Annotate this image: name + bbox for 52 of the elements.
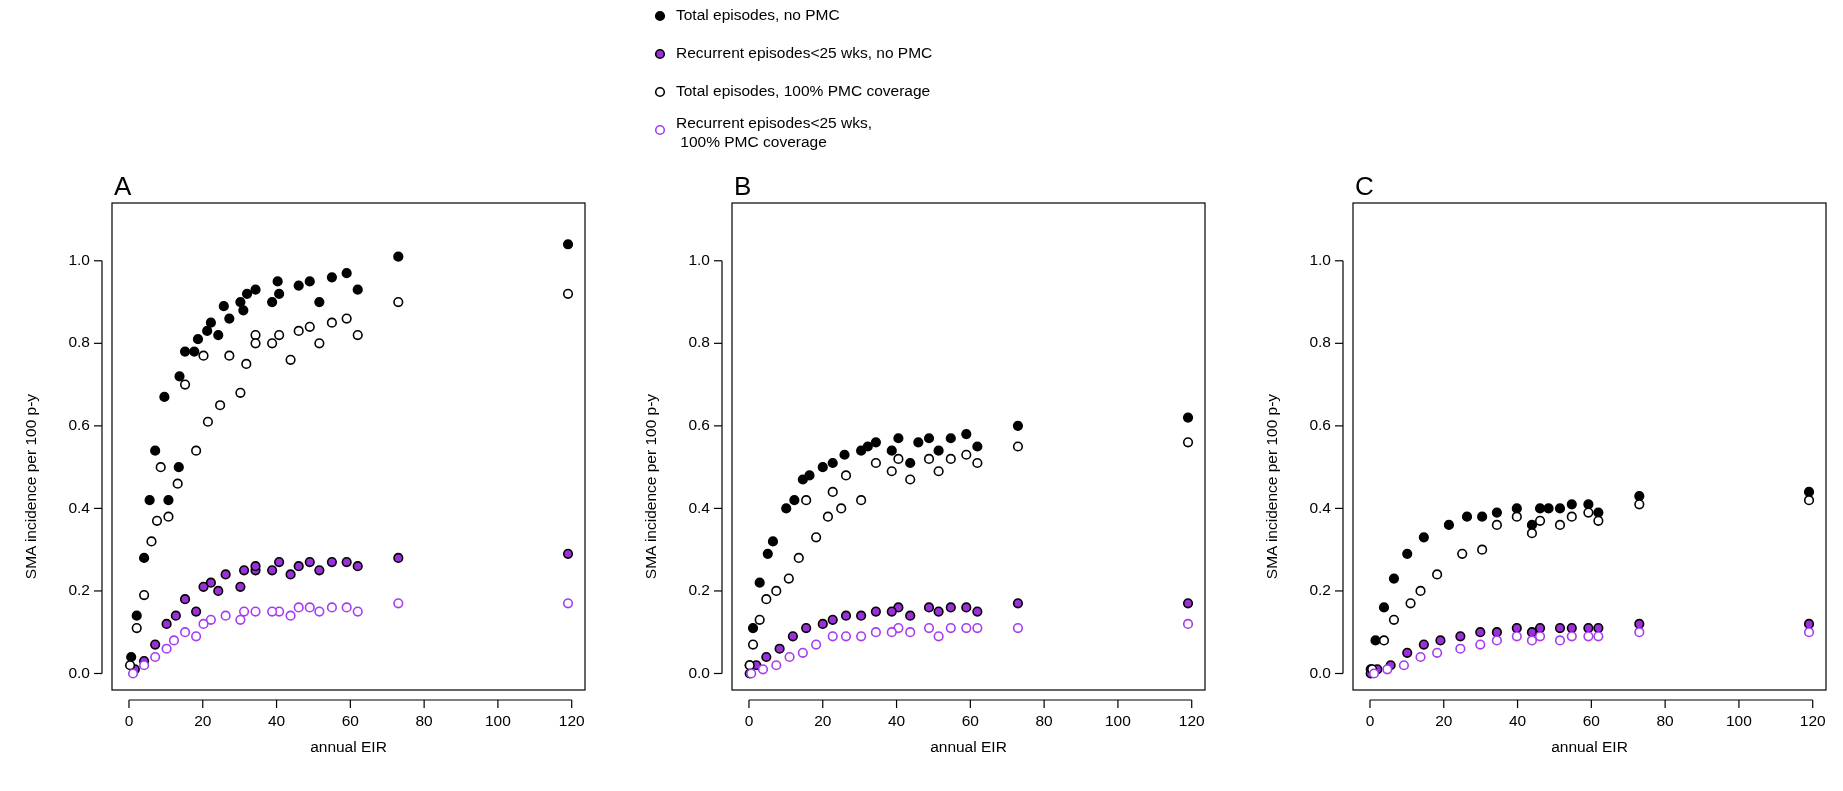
y-tick-label: 0.4: [688, 498, 711, 516]
y-tick-label: 0.6: [1309, 415, 1331, 433]
y-axis-title: SMA incidence per 100 p-y: [1263, 393, 1280, 580]
x-tick-label: 20: [814, 712, 832, 729]
legend-label: Recurrent episodes<25 wks, 100% PMC coverage: [676, 114, 873, 151]
legend-label: Total episodes, no PMC: [676, 6, 840, 24]
y-tick-label: 0.6: [688, 415, 710, 433]
x-tick-label: 80: [1656, 712, 1675, 729]
y-tick-label: 0.2: [68, 581, 90, 599]
chart-title: A: [114, 171, 132, 201]
x-axis-title: annual EIR: [1551, 738, 1628, 755]
x-tick-label: 100: [1104, 712, 1132, 729]
x-tick-label: 40: [887, 712, 906, 729]
y-tick-label: 0.0: [68, 663, 91, 681]
y-tick-label: 0.6: [68, 415, 90, 433]
legend-label: Recurrent episodes<25 wks, no PMC: [676, 44, 933, 62]
y-tick-label: 1.0: [688, 250, 711, 268]
x-tick-label: 80: [415, 712, 434, 729]
y-tick-label: 0.2: [1309, 581, 1331, 599]
x-tick-label: 120: [558, 712, 586, 729]
x-tick-label: 120: [1178, 712, 1206, 729]
x-tick-label: 100: [484, 712, 512, 729]
x-tick-label: 40: [1508, 712, 1527, 729]
x-tick-label: 60: [1582, 712, 1601, 729]
y-tick-label: 0.8: [1309, 333, 1331, 351]
chart-title: B: [734, 171, 752, 201]
x-tick-label: 40: [267, 712, 286, 729]
y-tick-label: 0.4: [68, 498, 91, 516]
y-tick-label: 1.0: [68, 250, 91, 268]
y-tick-label: 0.2: [688, 581, 710, 599]
x-axis-title: annual EIR: [310, 738, 387, 755]
x-tick-label: 20: [194, 712, 212, 729]
y-axis-title: SMA incidence per 100 p-y: [642, 393, 659, 580]
x-tick-label: 0: [1365, 712, 1375, 729]
x-tick-label: 100: [1725, 712, 1753, 729]
y-tick-label: 0.4: [1309, 498, 1332, 516]
y-tick-label: 1.0: [1309, 250, 1332, 268]
y-tick-label: 0.0: [688, 663, 711, 681]
y-tick-label: 0.8: [688, 333, 710, 351]
x-axis-title: annual EIR: [930, 738, 1007, 755]
y-tick-label: 0.8: [68, 333, 90, 351]
x-tick-label: 0: [744, 712, 754, 729]
x-tick-label: 20: [1435, 712, 1453, 729]
legend-label: Total episodes, 100% PMC coverage: [676, 82, 931, 100]
x-tick-label: 80: [1035, 712, 1054, 729]
x-tick-label: 120: [1799, 712, 1827, 729]
x-tick-label: 0: [124, 712, 134, 729]
chart-title: C: [1355, 171, 1374, 201]
x-tick-label: 60: [341, 712, 360, 729]
x-tick-label: 60: [961, 712, 980, 729]
y-tick-label: 0.0: [1309, 663, 1332, 681]
y-axis-title: SMA incidence per 100 p-y: [22, 393, 39, 580]
